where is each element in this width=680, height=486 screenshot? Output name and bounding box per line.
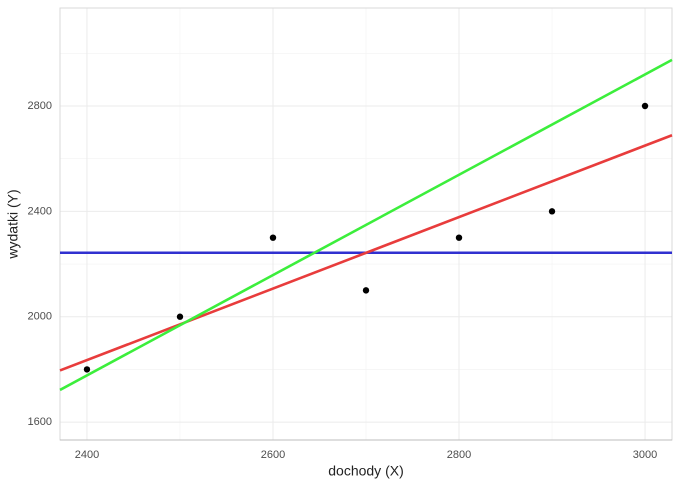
data-point (641, 102, 649, 110)
y-tick-label: 2400 (28, 205, 52, 217)
data-point (269, 234, 277, 241)
x-tick-label: 2400 (75, 449, 99, 461)
x-axis-title: dochody (X) (328, 463, 403, 479)
x-tick-label: 2800 (447, 449, 471, 461)
fit-line (59, 58, 673, 392)
data-point (548, 208, 556, 215)
data-point (362, 287, 370, 294)
data-point (455, 234, 463, 241)
y-tick-label: 2800 (28, 100, 52, 112)
y-tick-label: 1600 (28, 416, 52, 428)
y-axis-title: wydatki (Y) (5, 189, 21, 259)
data-point (83, 366, 91, 373)
x-tick-label: 2600 (261, 449, 285, 461)
data-point (176, 313, 184, 320)
x-tick-label: 3000 (633, 449, 657, 461)
y-tick-label: 2000 (28, 311, 52, 323)
fit-line (59, 134, 673, 372)
